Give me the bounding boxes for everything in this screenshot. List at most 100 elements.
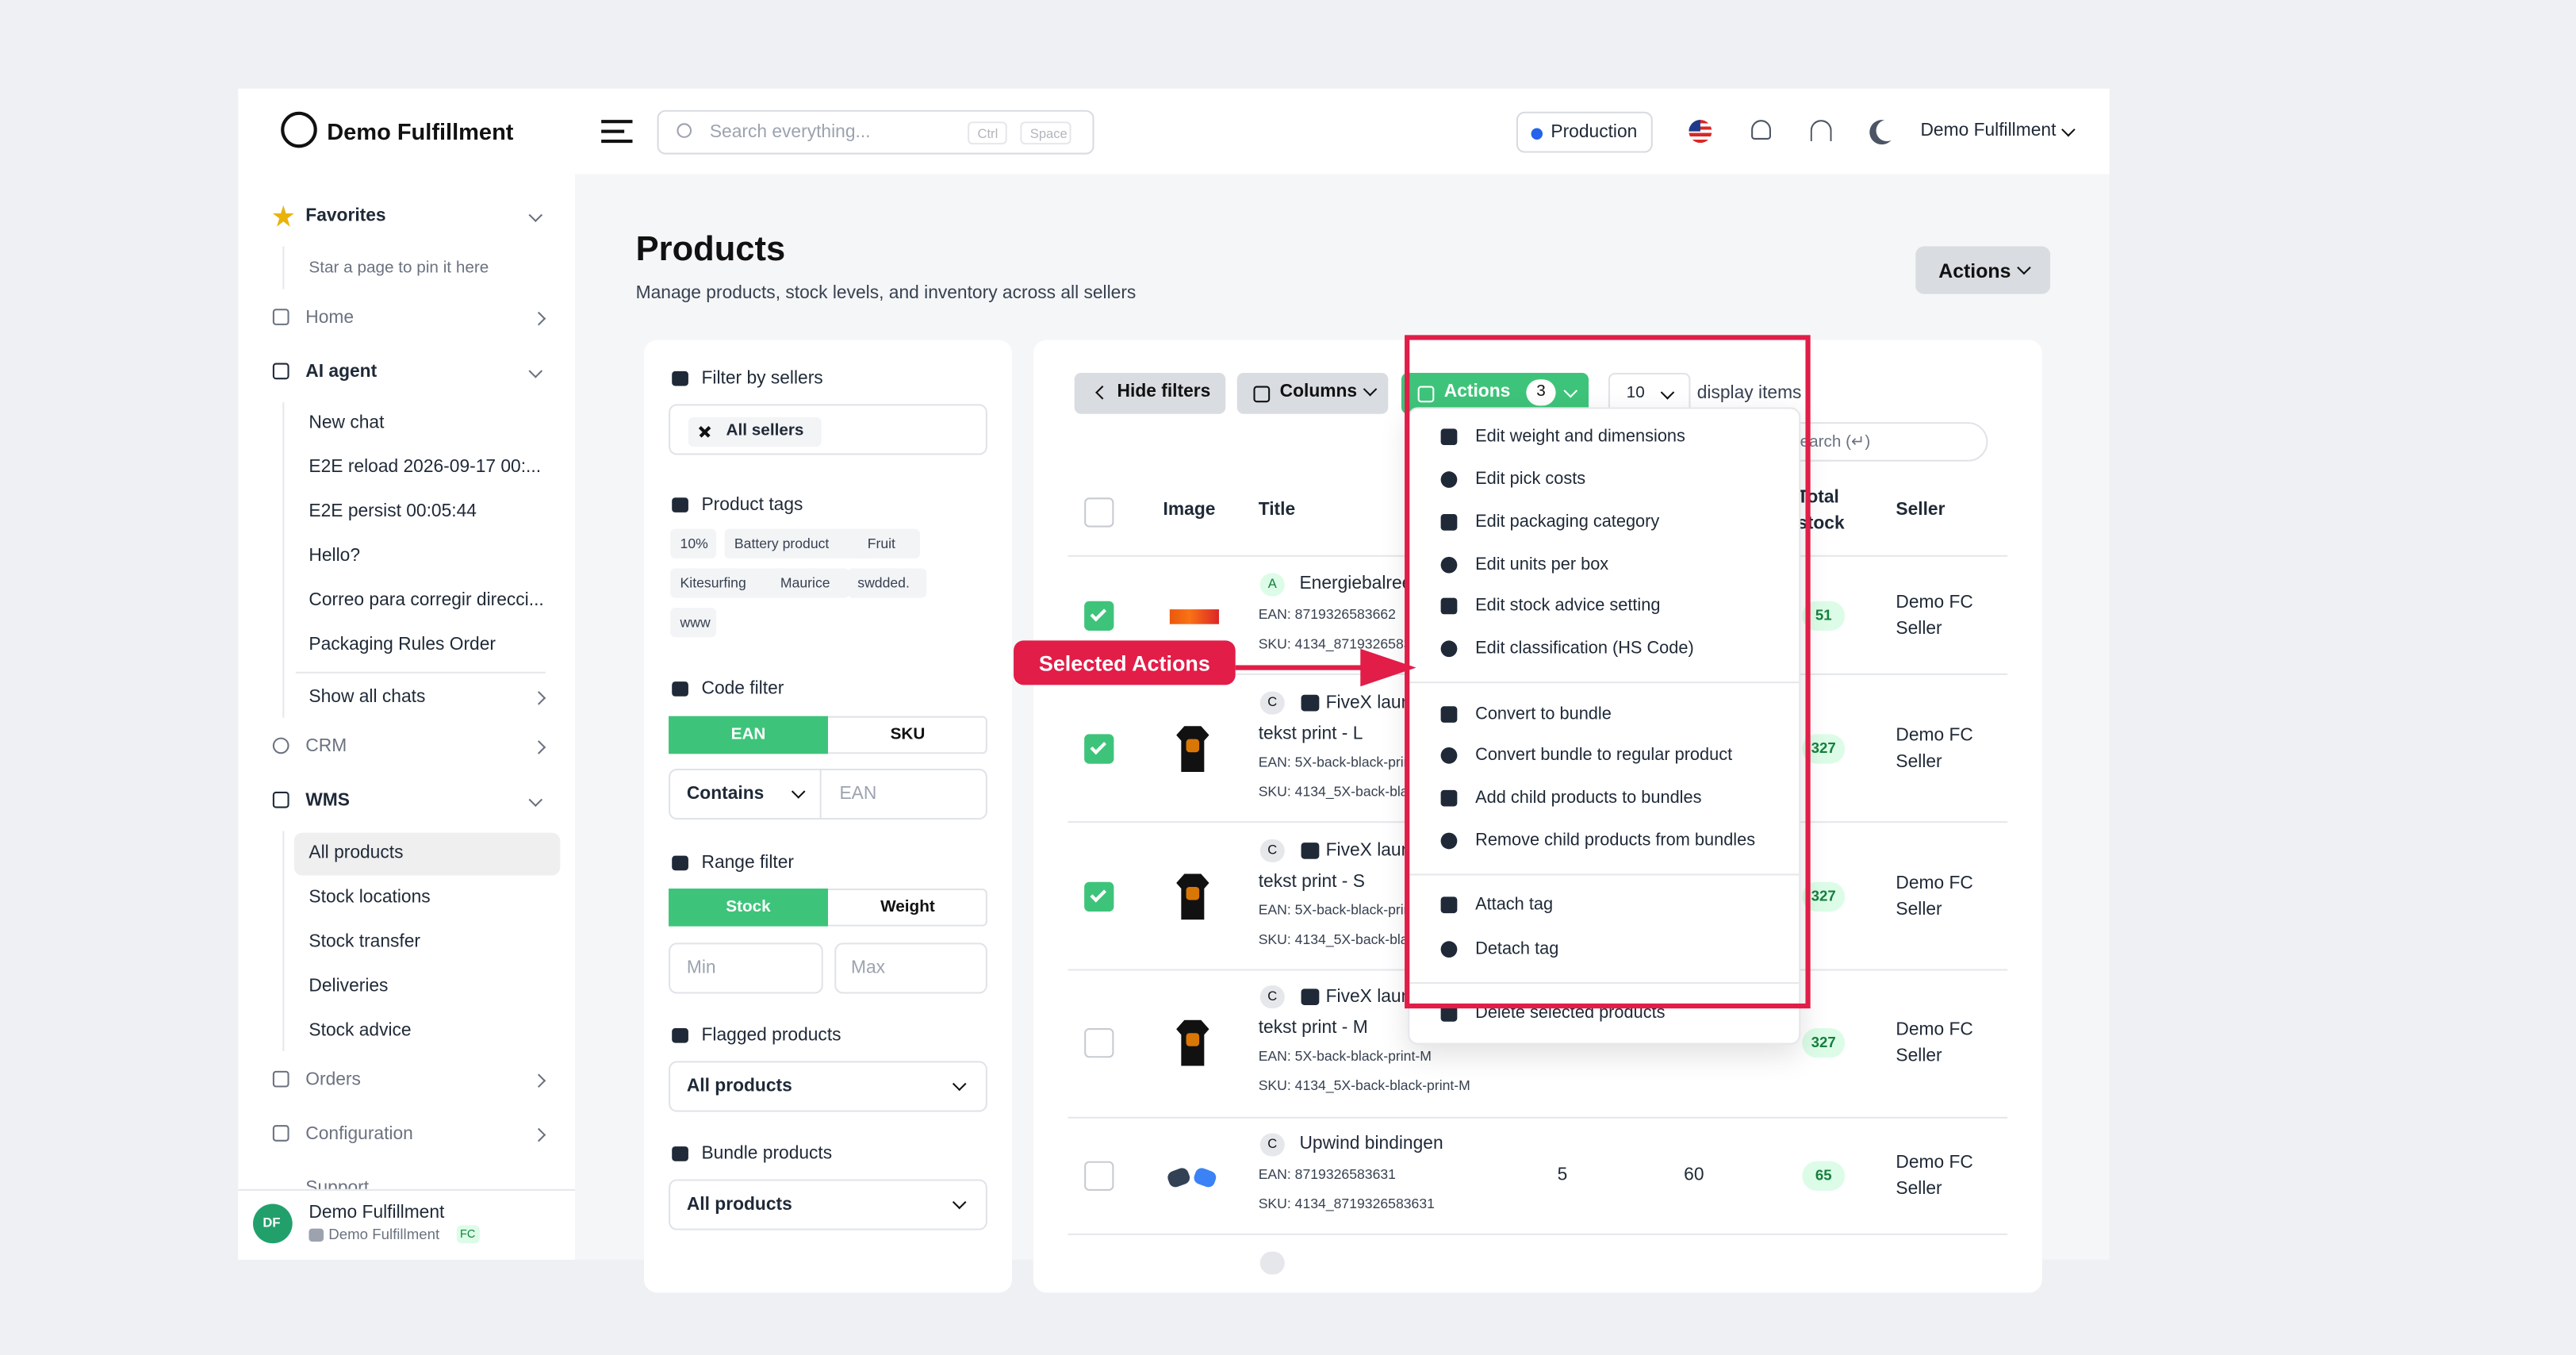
menu-item[interactable]: Convert to bundle xyxy=(1475,704,1612,724)
nav-item[interactable]: CRM xyxy=(305,736,347,757)
nav-item[interactable]: E2E reload 2026-09-17 00:... xyxy=(309,457,542,478)
seller: Demo FC Seller xyxy=(1896,1153,1973,1200)
sku: SKU: 4134_8719326583631 xyxy=(1258,1195,1435,1212)
highlight-frame xyxy=(1405,335,1811,1009)
checkbox[interactable] xyxy=(1084,497,1114,528)
tag[interactable]: Kitesurfing xyxy=(670,568,784,598)
menu-item[interactable]: Edit weight and dimensions xyxy=(1475,426,1685,447)
checkbox[interactable] xyxy=(1084,734,1114,764)
input[interactable] xyxy=(669,768,987,820)
column-header: Seller xyxy=(1896,500,1945,520)
nav-item[interactable]: Packaging Rules Order xyxy=(309,635,496,655)
user-menu[interactable]: Demo Fulfillment xyxy=(1920,121,2057,141)
moon[interactable] xyxy=(1876,120,1898,141)
checkbox[interactable] xyxy=(1084,1028,1114,1058)
icon xyxy=(1440,832,1458,850)
tag[interactable]: Fruit xyxy=(857,528,920,559)
search-box[interactable]: Search everything... Ctrl Space xyxy=(657,109,1094,155)
icon xyxy=(1440,706,1458,723)
hide-filters-button[interactable]: Hide filters xyxy=(1074,372,1226,414)
nav-item[interactable]: AI agent xyxy=(305,362,378,382)
checkbox[interactable] xyxy=(1084,881,1114,912)
nav-item[interactable]: Show all chats xyxy=(309,687,426,708)
filter-label: Filter by sellers xyxy=(701,368,823,389)
menu-item[interactable]: Remove child products from bundles xyxy=(1475,831,1756,850)
product-title[interactable]: FiveX launch tekst print - M xyxy=(1258,987,1431,1038)
menu-icon[interactable] xyxy=(601,139,633,144)
environment: Production xyxy=(1551,122,1638,143)
nav-item[interactable]: Correo para corregir direcci... xyxy=(309,590,544,611)
menu-item[interactable]: Edit units per box xyxy=(1475,555,1609,575)
product-image xyxy=(1169,609,1219,624)
menu-item[interactable]: Detach tag xyxy=(1475,939,1559,959)
menu-item[interactable]: Delete selected products xyxy=(1475,1003,1666,1023)
segment-option[interactable]: SKU xyxy=(828,716,987,754)
input[interactable] xyxy=(669,1179,987,1230)
headset[interactable] xyxy=(1810,120,1832,142)
menu-item[interactable]: Attach tag xyxy=(1475,894,1554,915)
input[interactable] xyxy=(669,942,823,994)
checkbox[interactable] xyxy=(1084,1161,1114,1191)
ean: EAN: 8719326583662 xyxy=(1258,605,1396,623)
chip[interactable]: All sellers xyxy=(688,416,822,447)
columns-button[interactable]: Columns xyxy=(1236,372,1389,414)
icon xyxy=(272,737,289,754)
nav-item[interactable]: Favorites xyxy=(305,205,386,226)
menu-item[interactable]: Edit packaging category xyxy=(1475,512,1660,532)
tag[interactable]: 10% xyxy=(670,528,716,559)
segment-label: Weight xyxy=(880,898,935,917)
product-title[interactable]: Energiebalreep xyxy=(1299,574,1423,594)
nav-item[interactable]: Deliveries xyxy=(309,976,389,996)
nav-item[interactable]: Stock advice xyxy=(309,1020,412,1041)
segment-option[interactable]: EAN xyxy=(669,716,828,754)
input[interactable] xyxy=(834,942,987,994)
nav-item[interactable]: Stock transfer xyxy=(309,931,420,952)
tree-line xyxy=(282,402,285,718)
menu-item[interactable]: Convert bundle to regular product xyxy=(1475,745,1733,766)
type-badge-label: A xyxy=(1267,576,1277,592)
chip-label: All sellers xyxy=(726,422,804,440)
bulk-actions-button[interactable]: Actions 3 xyxy=(1401,372,1589,414)
tag[interactable]: Battery product xyxy=(724,528,872,559)
checkmark xyxy=(1090,886,1106,903)
segment-option[interactable]: Stock xyxy=(669,889,828,927)
status-dot xyxy=(1531,128,1543,140)
nav-item[interactable]: E2E persist 00:05:44 xyxy=(309,501,477,522)
stock-badge-label: 327 xyxy=(1811,1034,1836,1050)
actions-button[interactable]: Actions xyxy=(1915,246,2051,294)
type-badge-label: C xyxy=(1267,843,1278,858)
menu-item[interactable]: Add child products to bundles xyxy=(1475,788,1702,808)
tag-label: Fruit xyxy=(867,535,895,552)
nav-item[interactable]: New chat xyxy=(309,413,385,433)
operator[interactable]: Contains xyxy=(686,784,765,804)
menu-item[interactable]: Edit classification (HS Code) xyxy=(1475,638,1694,658)
nav-item[interactable]: Orders xyxy=(305,1069,361,1090)
nav-item[interactable]: All products xyxy=(309,843,404,863)
icon xyxy=(1440,1005,1458,1022)
nav-item[interactable]: Hello? xyxy=(309,546,361,566)
nav-item[interactable]: WMS xyxy=(305,790,350,811)
input[interactable] xyxy=(669,1061,987,1112)
tag[interactable]: Maurice xyxy=(770,568,850,598)
product-title[interactable]: Upwind bindingen xyxy=(1299,1134,1443,1154)
segment-option[interactable]: Weight xyxy=(828,889,987,927)
menu-icon[interactable] xyxy=(601,120,633,124)
checkbox[interactable] xyxy=(1084,601,1114,631)
type-badge-label: C xyxy=(1267,694,1278,710)
nav-item[interactable]: Configuration xyxy=(305,1124,413,1144)
nav-item[interactable]: Stock locations xyxy=(309,887,431,908)
menu-item[interactable]: Edit pick costs xyxy=(1475,469,1586,489)
bell[interactable] xyxy=(1751,120,1771,140)
placeholder: Min xyxy=(686,958,716,978)
nav-item[interactable]: Home xyxy=(305,308,355,328)
divider xyxy=(295,671,546,674)
kbd: Ctrl xyxy=(968,121,1007,145)
menu-item[interactable]: Edit stock advice setting xyxy=(1475,596,1661,616)
search-icon xyxy=(677,123,692,138)
tag[interactable]: www xyxy=(670,608,716,638)
tag[interactable]: swdded. xyxy=(847,568,928,598)
icon xyxy=(1440,556,1458,574)
environment-pill[interactable]: Production xyxy=(1516,111,1653,153)
menu-icon[interactable] xyxy=(601,129,625,133)
print xyxy=(1186,886,1200,900)
